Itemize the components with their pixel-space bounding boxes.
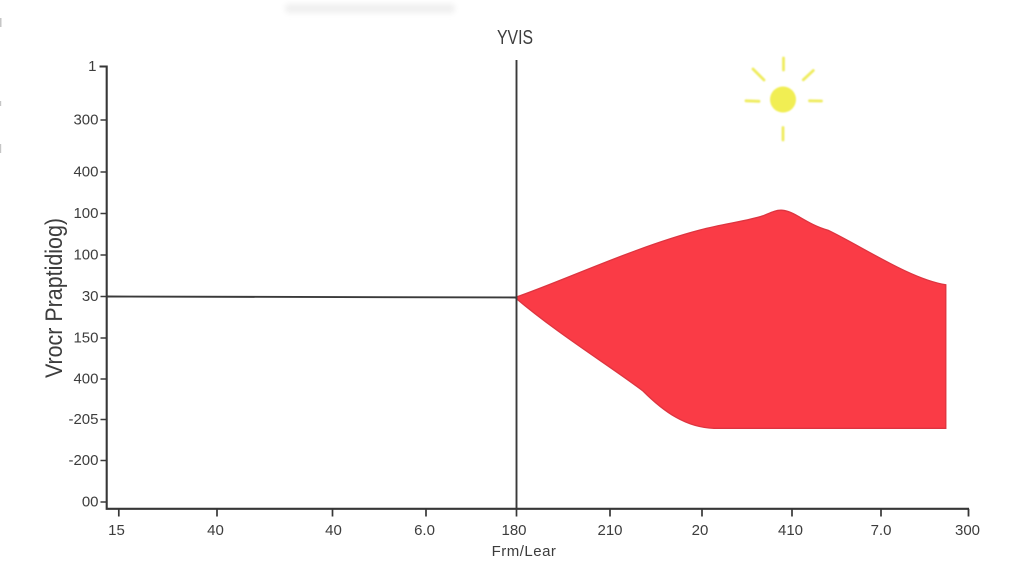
svg-text:-200: -200 (68, 452, 98, 469)
svg-text:300: 300 (955, 522, 980, 539)
svg-text:400: 400 (73, 164, 98, 181)
svg-text:-205: -205 (68, 411, 98, 428)
svg-text:Vrocr Praptidiog): Vrocr Praptidiog) (41, 218, 68, 378)
svg-text:YVIS: YVIS (497, 27, 533, 49)
svg-text:150: 150 (73, 330, 98, 347)
svg-text:15: 15 (108, 522, 125, 539)
svg-text:00: 00 (82, 494, 99, 511)
svg-text:7.0: 7.0 (871, 522, 892, 539)
svg-text:20: 20 (692, 522, 709, 539)
svg-text:40: 40 (207, 522, 224, 539)
svg-text:100: 100 (73, 205, 98, 222)
svg-text:100: 100 (73, 247, 98, 264)
svg-text:Frm/Lear: Frm/Lear (492, 543, 557, 560)
svg-text:410: 410 (778, 522, 803, 539)
svg-text:180: 180 (501, 522, 526, 539)
svg-text:6.0: 6.0 (414, 522, 435, 539)
svg-text:30: 30 (82, 288, 99, 305)
svg-text:1: 1 (88, 58, 96, 75)
svg-text:300: 300 (73, 112, 98, 129)
svg-text:400: 400 (73, 371, 98, 388)
svg-text:40: 40 (325, 522, 342, 539)
svg-text:210: 210 (597, 522, 622, 539)
